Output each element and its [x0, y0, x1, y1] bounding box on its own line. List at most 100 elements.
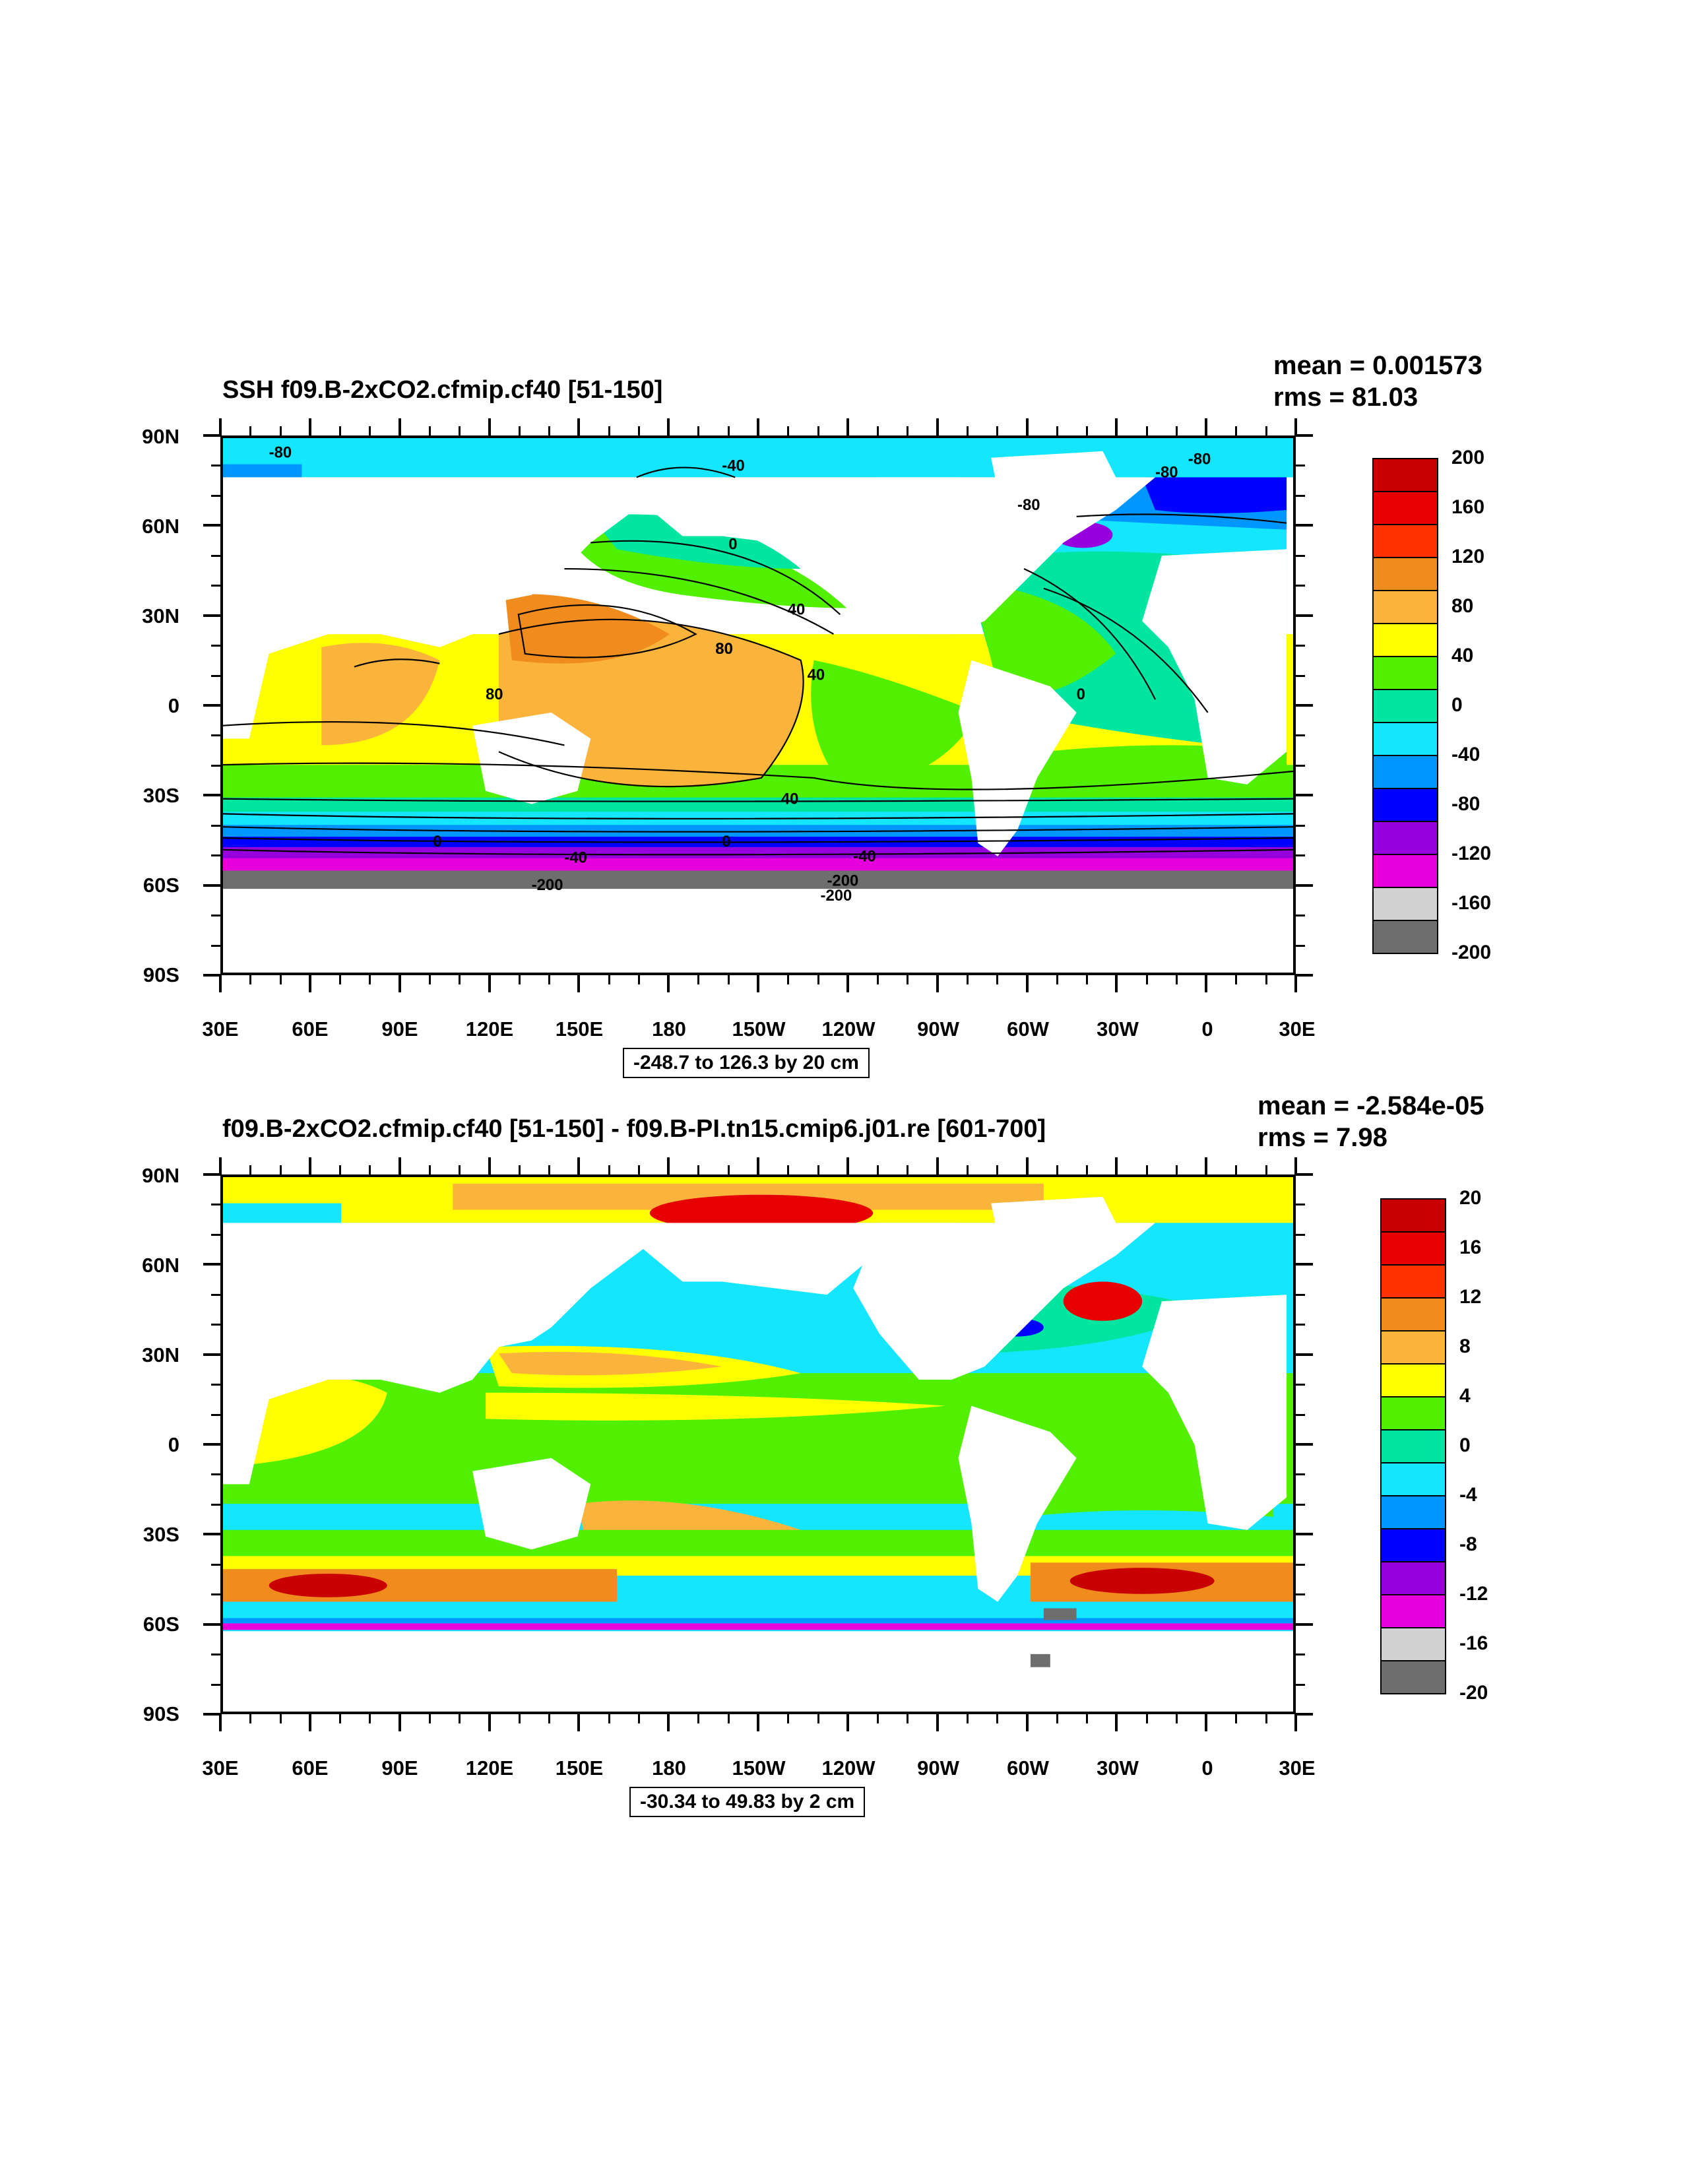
- axis-tick: [1235, 1714, 1238, 1723]
- axis-tick: [1056, 426, 1058, 435]
- p2-xlabel: 150E: [555, 1756, 604, 1780]
- p1-xlabel: 60W: [1007, 1017, 1049, 1041]
- p1-clabel: -80: [1017, 496, 1040, 514]
- axis-tick: [548, 1714, 551, 1723]
- colorbar-swatch: [1380, 1231, 1446, 1266]
- colorbar-swatch: [1380, 1462, 1446, 1496]
- axis-tick: [697, 1714, 700, 1723]
- axis-tick: [907, 1165, 909, 1174]
- p2-pac-orange-n: [498, 1351, 722, 1376]
- p1-xlabel: 150W: [732, 1017, 786, 1041]
- p2-xlabel: 150W: [732, 1756, 786, 1780]
- axis-tick: [211, 1204, 220, 1206]
- p2-land-australia: [472, 1458, 591, 1550]
- p1-xlabel: 30W: [1097, 1017, 1139, 1041]
- axis-tick: [211, 915, 220, 917]
- axis-tick: [459, 1165, 461, 1174]
- p2-xlabel: 0: [1201, 1756, 1213, 1780]
- p1-clabel: -80: [269, 444, 292, 462]
- axis-tick: [211, 1174, 220, 1176]
- p1-xlabel: 60E: [292, 1017, 329, 1041]
- p2-ylabel-30s: 30S: [143, 1523, 179, 1546]
- axis-tick: [1235, 1165, 1238, 1174]
- axis-tick: [211, 1593, 220, 1596]
- axis-tick: [608, 975, 610, 984]
- axis-tick: [1296, 1593, 1305, 1596]
- axis-tick: [339, 975, 342, 984]
- p1-land-africa: [1142, 549, 1287, 785]
- p1-npac-teal: [590, 514, 801, 569]
- colorbar-swatch: [1372, 854, 1438, 888]
- axis-tick: [757, 1714, 759, 1723]
- axis-tick: [211, 734, 220, 737]
- p2-xlabel: 90E: [381, 1756, 418, 1780]
- axis-tick: [1295, 1714, 1297, 1723]
- axis-tick: [1296, 915, 1305, 917]
- axis-tick: [211, 824, 220, 827]
- axis-tick: [211, 1384, 220, 1386]
- axis-tick: [966, 975, 969, 984]
- axis-tick: [211, 794, 220, 797]
- axis-tick: [1296, 1683, 1305, 1686]
- p1-land-eurasia: [223, 477, 959, 739]
- p1-xlabel: 120W: [821, 1017, 876, 1041]
- axis-tick: [488, 1165, 491, 1174]
- axis-tick: [1116, 975, 1118, 984]
- colorbar-label: 80: [1451, 595, 1474, 617]
- axis-tick: [309, 975, 311, 984]
- axis-tick: [668, 426, 670, 435]
- axis-tick: [1265, 1165, 1267, 1174]
- p1-so-band-teal: [223, 796, 1293, 812]
- axis-tick: [459, 426, 461, 435]
- axis-tick: [877, 1714, 879, 1723]
- panel1-ocean-fields: [223, 438, 1293, 889]
- axis-tick: [211, 1293, 220, 1296]
- p2-grey-patch: [1030, 1654, 1050, 1667]
- colorbar-label: -160: [1451, 892, 1492, 914]
- panel1-land: [223, 451, 1293, 973]
- p2-indian-yellow: [249, 1376, 387, 1465]
- axis-tick: [211, 674, 220, 677]
- p2-pac-yellow-eq: [486, 1392, 945, 1421]
- p2-ylabel-30n: 30N: [142, 1343, 179, 1366]
- panel1-map-svg: -80 -40 -80 -80 80 -80 0 40 80 80 40 0 4…: [223, 438, 1293, 973]
- axis-tick: [211, 1623, 220, 1626]
- axis-tick: [369, 1714, 371, 1723]
- axis-tick: [668, 1165, 670, 1174]
- p1-so-band-cyan: [223, 810, 1293, 825]
- p1-xlabel: 150E: [555, 1017, 604, 1041]
- axis-tick: [1026, 1165, 1029, 1174]
- axis-tick: [211, 1444, 220, 1446]
- axis-tick: [428, 1714, 431, 1723]
- axis-tick: [211, 1533, 220, 1536]
- axis-tick: [369, 1165, 371, 1174]
- axis-tick: [1296, 435, 1305, 437]
- panel2-title: f09.B-2xCO2.cfmip.cf40 [51-150] - f09.B-…: [222, 1115, 1046, 1143]
- axis-tick: [398, 975, 401, 984]
- axis-tick: [1296, 1563, 1305, 1566]
- p1-land-greenland: [991, 451, 1116, 517]
- colorbar-swatch: [1372, 590, 1438, 624]
- colorbar-swatch: [1372, 689, 1438, 723]
- p2-natl-red: [1063, 1281, 1143, 1321]
- axis-tick: [668, 1714, 670, 1723]
- axis-tick: [1235, 975, 1238, 984]
- axis-tick: [1175, 1714, 1178, 1723]
- p2-xlabel: 180: [652, 1756, 686, 1780]
- axis-tick: [1205, 1165, 1208, 1174]
- axis-tick: [369, 975, 371, 984]
- p1-labrador-blue: [1142, 470, 1287, 513]
- axis-tick: [398, 426, 401, 435]
- colorbar-swatch: [1372, 821, 1438, 855]
- axis-tick: [1175, 1165, 1178, 1174]
- p2-xlabel: 30E: [1279, 1756, 1316, 1780]
- p2-ylabel-90n: 90N: [142, 1164, 179, 1187]
- colorbar-label: -200: [1451, 942, 1492, 963]
- p1-so-band-grey: [223, 869, 1293, 889]
- axis-tick: [1296, 734, 1305, 737]
- axis-tick: [1145, 1714, 1148, 1723]
- axis-tick: [1296, 1353, 1305, 1356]
- axis-tick: [279, 1165, 282, 1174]
- colorbar-label: -12: [1459, 1583, 1488, 1605]
- axis-tick: [578, 975, 581, 984]
